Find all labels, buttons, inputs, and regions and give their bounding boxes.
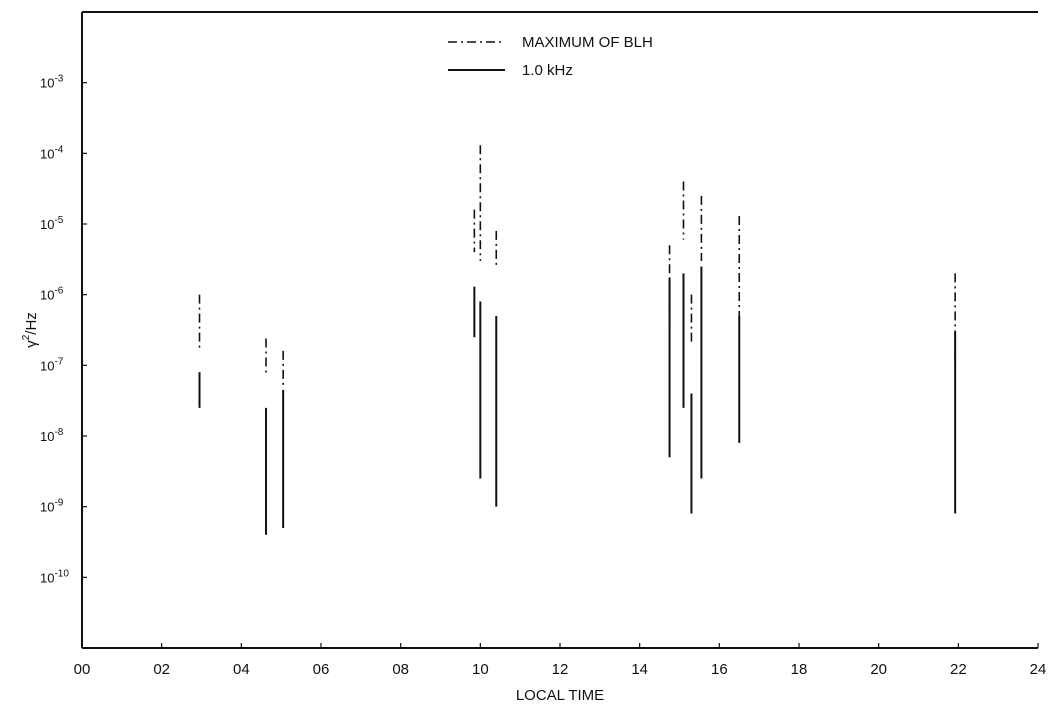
y-tick-label: 10-8 xyxy=(40,427,64,444)
y-axis-title: γ2/Hz xyxy=(21,312,40,348)
legend-label-1khz: 1.0 kHz xyxy=(522,62,573,79)
x-tick-label: 06 xyxy=(313,661,330,678)
y-axis-title-sup: 2 xyxy=(21,334,32,340)
x-tick-label: 08 xyxy=(392,661,409,678)
y-tick-label: 10-3 xyxy=(40,74,64,91)
y-tick-label: 10-9 xyxy=(40,498,64,515)
legend: MAXIMUM OF BLH 1.0 kHz xyxy=(448,34,653,79)
y-ticks: 10-3 10-4 10-5 10-6 10-7 10-8 10-9 10-10 xyxy=(40,74,87,585)
series-maximum-of-blh xyxy=(198,145,956,387)
legend-label-max-blh: MAXIMUM OF BLH xyxy=(522,34,653,51)
y-tick-label: 10-6 xyxy=(40,286,64,303)
x-tick-label: 02 xyxy=(153,661,170,678)
plot-axes xyxy=(81,11,1038,649)
x-tick-label: 00 xyxy=(74,661,91,678)
x-tick-label: 22 xyxy=(950,661,967,678)
x-tick-label: 04 xyxy=(233,661,250,678)
y-tick-label: 10-10 xyxy=(40,568,69,585)
series-layer xyxy=(198,145,957,535)
y-tick-label: 10-4 xyxy=(40,144,64,161)
x-tick-label: 12 xyxy=(552,661,569,678)
svg-text:γ2/Hz: γ2/Hz xyxy=(21,312,40,348)
y-tick-label: 10-7 xyxy=(40,356,64,373)
series-1khz xyxy=(198,266,957,535)
x-tick-label: 18 xyxy=(791,661,808,678)
x-tick-label: 10 xyxy=(472,661,489,678)
x-axis-title: LOCAL TIME xyxy=(516,687,604,704)
x-tick-label: 16 xyxy=(711,661,728,678)
y-axis-title-rest: /Hz xyxy=(23,312,40,335)
y-tick-label: 10-5 xyxy=(40,215,64,232)
y-axis-title-base: γ xyxy=(23,340,40,348)
x-tick-label: 14 xyxy=(631,661,648,678)
x-tick-label: 24 xyxy=(1030,661,1047,678)
x-ticks: 00 02 04 06 08 10 12 14 16 18 20 22 24 xyxy=(74,643,1047,678)
x-tick-label: 20 xyxy=(870,661,887,678)
